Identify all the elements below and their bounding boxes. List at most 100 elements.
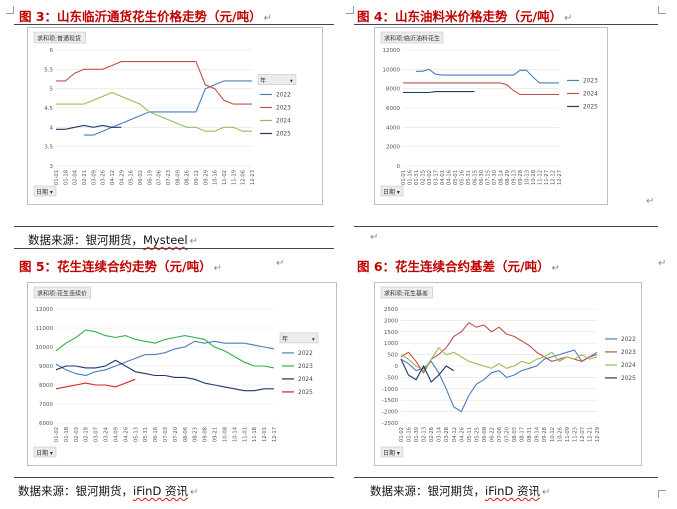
y-tick-label: 5.5 — [44, 67, 53, 73]
x-tick-label: 02-15 — [421, 170, 427, 185]
x-tick-label: 04-01 — [440, 170, 446, 185]
x-tick-label: 10-13 — [525, 170, 531, 185]
series-line-2022 — [55, 340, 275, 377]
x-tick-label: 01-18 — [63, 170, 69, 185]
y-tick-label: 6000 — [386, 106, 400, 112]
x-tick-label: 01-30 — [414, 427, 420, 442]
y-tick-label: 11000 — [36, 326, 54, 332]
series-line-2024 — [400, 346, 598, 372]
legend-header: 年 — [282, 335, 288, 343]
field-label: 求和项:花生基差 — [384, 290, 428, 298]
series-line-2023 — [55, 329, 275, 369]
legend-label: 2025 — [298, 390, 313, 396]
x-tick-label: 04-12 — [110, 170, 116, 185]
x-tick-label: 04-26 — [459, 427, 465, 442]
x-tick-label: 01-18 — [64, 427, 70, 442]
legend-label: 2022 — [298, 351, 313, 357]
x-tick-label: 07-20 — [505, 427, 511, 442]
y-tick-label: 0 — [395, 364, 399, 370]
axis-button-label: 日期 ▾ — [36, 449, 53, 457]
x-tick-label: 11-02 — [222, 170, 228, 185]
legend-dropdown-icon: ▾ — [290, 78, 293, 84]
x-tick-label: 06-30 — [479, 170, 485, 185]
axis-button-label: 日期 ▾ — [36, 188, 53, 196]
crop-mark — [6, 6, 14, 14]
y-tick-label: 12000 — [36, 307, 54, 313]
x-tick-label: 03-14 — [437, 426, 443, 442]
y-tick-label: 8000 — [386, 87, 400, 93]
x-tick-label: 03-26 — [101, 170, 107, 185]
legend-dropdown-icon: ▾ — [312, 337, 315, 343]
axis-button-label: 日期 ▾ — [383, 449, 400, 457]
x-tick-label: 03-17 — [434, 170, 440, 185]
field-label: 求和项:花生连续价 — [37, 290, 87, 298]
axis-button-label: 日期 ▾ — [383, 188, 400, 196]
crop-mark — [658, 6, 666, 14]
x-tick-label: 10-28 — [531, 170, 537, 185]
x-tick-label: 12-07 — [580, 427, 586, 442]
x-tick-label: 11-09 — [565, 427, 571, 442]
x-tick-label: 11-18 — [252, 427, 258, 442]
x-tick-label: 01-02 — [54, 427, 60, 442]
axis-button — [380, 446, 404, 458]
x-tick-label: 04-26 — [123, 427, 129, 442]
x-tick-label: 01-16 — [408, 170, 414, 185]
legend-label: 2025 — [583, 104, 598, 110]
x-tick-label: 09-28 — [518, 170, 524, 185]
x-tick-label: 05-16 — [460, 170, 466, 185]
x-tick-label: 05-16 — [129, 170, 135, 185]
paragraph-mark: ↵ — [658, 258, 667, 269]
x-tick-label: 12-23 — [250, 170, 256, 185]
x-tick-label: 06-16 — [153, 427, 159, 442]
chart-svg: 求和项:花生基差 -2500 -2000 -1500 -1000 -500 0 500 1000… — [380, 286, 636, 458]
y-tick-label: 1000 — [384, 341, 398, 347]
x-tick-label: 09-29 — [203, 170, 209, 185]
x-tick-label: 08-14 — [499, 169, 505, 185]
field-button — [380, 31, 444, 44]
legend-label: 2024 — [583, 91, 598, 97]
x-tick-label: 11-12 — [538, 170, 544, 185]
x-tick-label: 07-30 — [492, 170, 498, 185]
x-tick-label: 10-08 — [222, 427, 228, 442]
x-tick-label: 05-01 — [453, 170, 459, 185]
x-tick-label: 01-01 — [401, 170, 407, 185]
y-tick-label: 2000 — [386, 145, 400, 151]
source-note: 数据来源：银河期货，Mysteel ↵ — [28, 233, 198, 247]
x-tick-label: 10-26 — [557, 427, 563, 442]
x-tick-label: 07-15 — [486, 170, 492, 185]
series-line-2025 — [400, 358, 455, 383]
x-tick-label: 07-06 — [497, 427, 503, 442]
x-tick-label: 09-14 — [535, 426, 541, 442]
series-line-2025 — [56, 124, 122, 130]
axis-button — [380, 185, 404, 197]
y-tick-label: 3.5 — [44, 145, 53, 151]
legend-header-button — [279, 332, 319, 344]
legend-label: 2022 — [621, 337, 636, 343]
x-tick-label: 04-29 — [119, 170, 125, 185]
x-tick-label: 07-06 — [157, 170, 163, 185]
y-tick-label: 10000 — [383, 67, 401, 73]
x-tick-label: 02-28 — [429, 427, 435, 442]
series-line-2023 — [56, 61, 252, 105]
axis-button — [33, 446, 57, 458]
x-tick-label: 01-01 — [54, 170, 60, 185]
x-tick-label: 11-01 — [242, 427, 248, 442]
legend-header: 年 — [260, 76, 266, 84]
x-tick-label: 02-03 — [74, 427, 80, 442]
x-tick-label: 10-14 — [232, 426, 238, 442]
field-label: 求和项:临沂油料花生 — [384, 35, 440, 43]
y-tick-label: -2500 — [382, 421, 398, 427]
x-tick-label: 09-28 — [542, 427, 548, 442]
y-tick-label: -1500 — [382, 398, 398, 404]
x-tick-label: 10-16 — [213, 170, 219, 185]
y-tick-label: -1000 — [382, 387, 398, 393]
x-tick-label: 02-13 — [422, 427, 428, 442]
y-tick-label: 1500 — [384, 330, 398, 336]
y-tick-label: 5 — [50, 87, 54, 93]
y-tick-label: 2500 — [384, 307, 398, 313]
series-line-2022 — [400, 349, 598, 413]
x-tick-label: 03-02 — [427, 170, 433, 185]
x-tick-label: 05-31 — [143, 427, 149, 442]
x-tick-label: 09-13 — [512, 170, 518, 185]
x-tick-label: 10-12 — [550, 427, 556, 442]
